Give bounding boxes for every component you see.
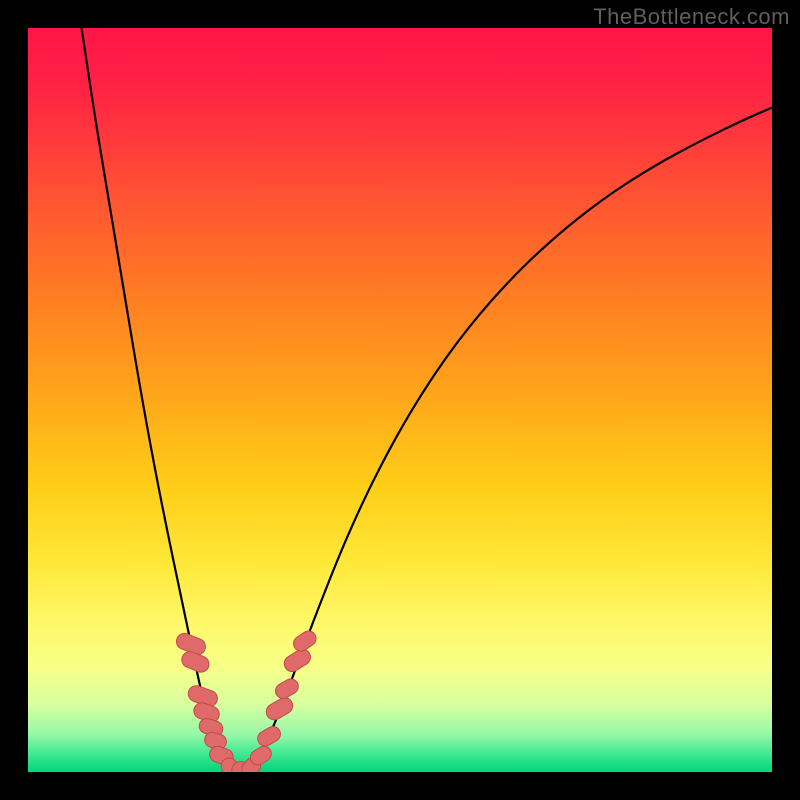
chart-container: TheBottleneck.com bbox=[0, 0, 800, 800]
bottleneck-curve-chart bbox=[0, 0, 800, 800]
